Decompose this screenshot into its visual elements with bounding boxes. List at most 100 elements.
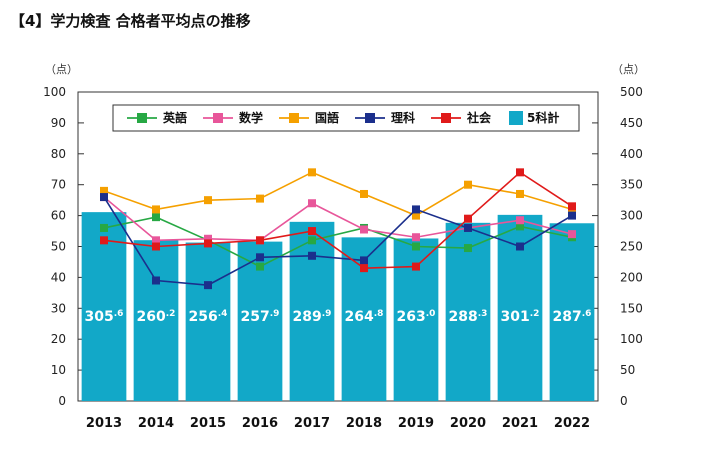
right-tick-label: 350 [620,178,643,192]
series-point-国語 [100,186,108,195]
bar-5ka-kei [445,222,491,401]
legend-marker [289,113,299,123]
series-point-理科 [308,251,316,260]
bar-data-label: 256.4 [189,309,228,325]
series-point-社会 [204,239,212,248]
right-tick-label: 200 [620,270,643,284]
series-point-数学 [360,225,368,234]
series-point-国語 [464,180,472,189]
bar-data-label: 263.0 [397,309,436,325]
left-tick-label: 10 [51,363,66,377]
x-tick-label: 2014 [138,416,174,431]
series-point-理科 [568,211,576,220]
x-tick-label: 2013 [86,416,122,431]
series-point-英語 [100,223,108,232]
left-tick-label: 50 [51,240,66,254]
series-point-英語 [412,242,420,251]
right-tick-label: 250 [620,240,643,254]
left-tick-label: 20 [51,332,66,346]
left-tick-label: 90 [51,116,66,130]
left-tick-label: 0 [58,394,66,408]
series-point-国語 [308,168,316,177]
bar-data-label: 305.6 [85,309,124,325]
series-point-国語 [152,205,160,214]
right-tick-label: 300 [620,209,643,223]
bar-data-label: 301.2 [501,309,540,325]
series-line-数学 [103,196,573,242]
series-point-理科 [256,253,264,262]
series-point-英語 [256,262,264,271]
series-point-理科 [152,276,160,285]
series-point-英語 [516,222,524,231]
bar-5ka-kei [289,221,335,401]
x-tick-label: 2021 [502,416,538,431]
bar-data-label: 257.9 [241,309,280,325]
series-point-国語 [412,211,420,220]
series-point-理科 [360,256,368,265]
left-tick-label: 40 [51,270,66,284]
right-tick-label: 450 [620,116,643,130]
left-tick-label: 30 [51,301,66,315]
series-point-社会 [568,202,576,211]
right-tick-label: 500 [620,85,643,99]
series-point-数学 [152,236,160,245]
legend-label: 英語 [163,110,187,125]
left-tick-label: 80 [51,147,66,161]
series-point-社会 [100,236,108,245]
series-point-国語 [516,189,524,198]
series-point-社会 [464,214,472,223]
series-line-理科 [103,196,573,286]
right-tick-label: 50 [620,363,635,377]
series-point-英語 [152,213,160,222]
series-point-数学 [412,233,420,242]
x-tick-label: 2020 [450,416,486,431]
series-point-国語 [360,189,368,198]
left-tick-label: 70 [51,178,66,192]
right-tick-label: 0 [620,394,628,408]
series-point-理科 [100,193,108,202]
series-point-理科 [464,223,472,232]
legend-label: 社会 [466,110,492,125]
left-axis-unit: （点） [45,63,78,76]
series-point-理科 [204,281,212,290]
series-point-社会 [308,227,316,236]
series-point-数学 [308,199,316,208]
bar-data-label: 287.6 [553,309,592,325]
left-tick-label: 60 [51,209,66,223]
series-point-理科 [516,242,524,251]
legend-label: 数学 [239,110,263,125]
x-tick-label: 2016 [242,416,278,431]
bar-data-label: 288.3 [449,309,488,325]
series-point-社会 [412,262,420,271]
x-tick-label: 2015 [190,416,226,431]
series-point-社会 [360,264,368,273]
legend-marker [441,113,451,123]
series-point-数学 [568,230,576,239]
series-line-国語 [103,171,573,217]
legend-marker [213,113,223,123]
x-tick-label: 2017 [294,416,330,431]
series-point-数学 [516,216,524,225]
bar-data-label: 289.9 [293,309,332,325]
chart-title: 【4】学力検査 合格者平均点の推移 [10,12,251,30]
bar-5ka-kei [185,242,231,401]
right-tick-label: 100 [620,332,643,346]
legend-label: 5科計 [527,110,559,125]
series-point-社会 [152,242,160,251]
right-tick-label: 400 [620,147,643,161]
series-point-英語 [464,244,472,253]
series-point-理科 [412,205,420,214]
x-tick-label: 2022 [554,416,590,431]
series-point-社会 [516,168,524,177]
legend-marker [137,113,147,123]
legend-label: 国語 [315,110,339,125]
series-point-数学 [204,234,212,243]
right-tick-label: 150 [620,301,643,315]
left-tick-label: 100 [43,85,66,99]
right-axis-unit: （点） [612,63,645,76]
series-point-国語 [256,194,264,203]
x-tick-label: 2019 [398,416,434,431]
bar-5ka-kei [133,240,179,401]
